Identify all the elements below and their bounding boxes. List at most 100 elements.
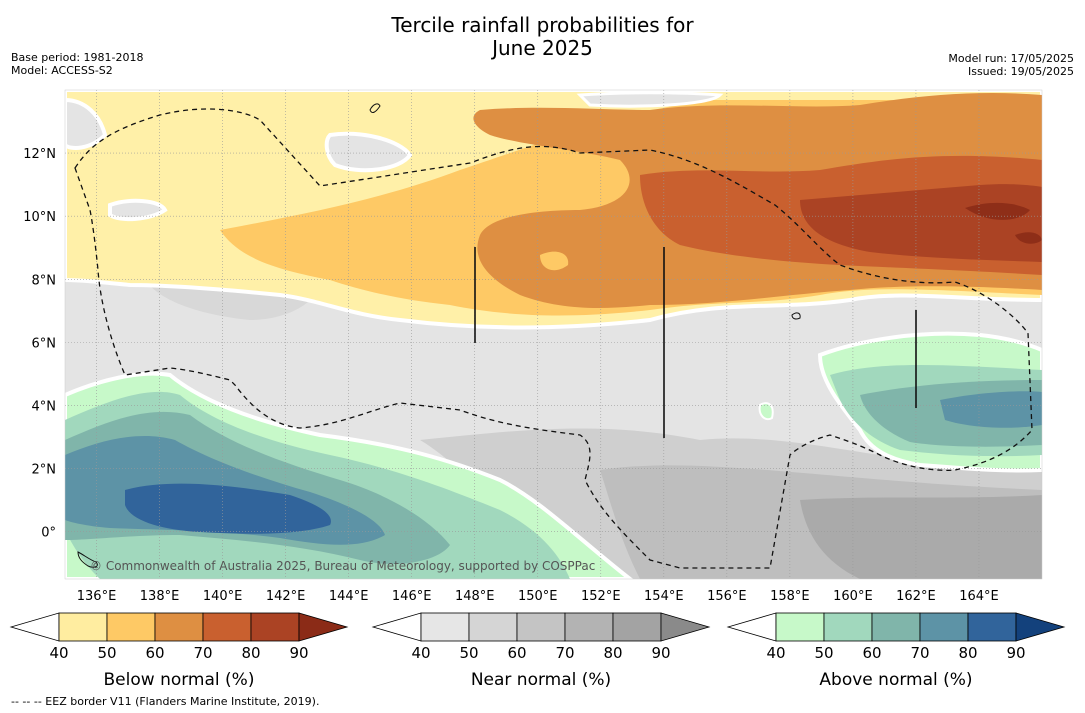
above-normal-patch-east bbox=[758, 402, 774, 421]
near-normal-patch-top bbox=[576, 91, 724, 108]
colorbar-1-segment-1 bbox=[468, 612, 518, 642]
near-normal-patch-n bbox=[324, 131, 413, 173]
base-period: Base period: 1981-2018 bbox=[11, 51, 144, 64]
latitude-labels: 12°N 10°N 8°N 6°N 4°N 2°N 0° bbox=[23, 147, 56, 541]
colorbar-0-high-extension bbox=[298, 612, 349, 642]
lat-label-1: 10°N bbox=[23, 210, 56, 225]
colorbar-1-segment-0 bbox=[420, 612, 470, 642]
issued-date: Issued: 19/05/2025 bbox=[967, 65, 1074, 78]
lon-label-6: 148°E bbox=[455, 589, 495, 604]
colorbar-1-low-extension bbox=[371, 612, 422, 642]
colorbar-1-tick-3: 70 bbox=[555, 644, 574, 662]
colorbar-0-segment-3 bbox=[202, 612, 252, 642]
lon-label-12: 160°E bbox=[833, 589, 873, 604]
colorbar-1-title: Near normal (%) bbox=[471, 670, 611, 690]
colorbar-2-segment-3 bbox=[919, 612, 969, 642]
colorbar-2-tick-0: 40 bbox=[766, 644, 785, 662]
lon-label-14: 164°E bbox=[959, 589, 999, 604]
colorbar-1-tick-2: 60 bbox=[507, 644, 526, 662]
island-southwest bbox=[77, 551, 98, 568]
lat-label-2: 8°N bbox=[32, 273, 57, 288]
lon-label-11: 158°E bbox=[770, 589, 810, 604]
island-north bbox=[369, 103, 381, 114]
below-normal-80 bbox=[800, 184, 1042, 262]
colorbar-2: 40 50 60 70 80 90 Above normal (%) bbox=[726, 612, 1066, 690]
colorbar-0-segment-2 bbox=[154, 612, 204, 642]
lat-label-3: 6°N bbox=[32, 336, 57, 351]
colorbar-2-high-extension bbox=[1015, 612, 1066, 642]
copyright-text: © Commonwealth of Australia 2025, Bureau… bbox=[90, 559, 595, 573]
colorbar-2-segment-1 bbox=[823, 612, 873, 642]
map-title: Tercile rainfall probabilities for June … bbox=[0, 14, 1085, 60]
colorbar-2-segment-0 bbox=[775, 612, 825, 642]
colorbar-0-tick-5: 90 bbox=[289, 644, 308, 662]
colorbar-2-tick-5: 90 bbox=[1006, 644, 1025, 662]
colorbar-0-tick-4: 80 bbox=[241, 644, 260, 662]
colorbar-0-tick-1: 50 bbox=[97, 644, 116, 662]
colorbar-0: 40 50 60 70 80 90 Below normal (%) bbox=[9, 612, 349, 690]
lon-label-10: 156°E bbox=[707, 589, 747, 604]
colorbar-0-title: Below normal (%) bbox=[104, 670, 255, 690]
colorbar-0-segment-4 bbox=[250, 612, 300, 642]
title-line-2: June 2025 bbox=[492, 36, 593, 60]
colorbars: 40 50 60 70 80 90 Below normal (%) 40 50 60 70 80 90… bbox=[9, 612, 1066, 690]
colorbar-0-segment-0 bbox=[58, 612, 108, 642]
near-normal-70 bbox=[800, 495, 1042, 579]
colorbar-2-segment-4 bbox=[967, 612, 1017, 642]
colorbar-1-tick-0: 40 bbox=[411, 644, 430, 662]
meta-left: Base period: 1981-2018 Model: ACCESS-S2 bbox=[11, 51, 143, 77]
lon-label-7: 150°E bbox=[518, 589, 558, 604]
colorbar-2-title: Above normal (%) bbox=[819, 670, 972, 690]
gridlines bbox=[65, 90, 1042, 579]
colorbar-2-tick-4: 80 bbox=[958, 644, 977, 662]
model-run: Model run: 17/05/2025 bbox=[948, 52, 1074, 65]
eez-footnote: -- -- -- EEZ border V11 (Flanders Marine… bbox=[11, 695, 320, 708]
meta-right: Model run: 17/05/2025 Issued: 19/05/2025 bbox=[948, 52, 1074, 78]
colorbar-2-segment-2 bbox=[871, 612, 921, 642]
lon-label-0: 136°E bbox=[77, 589, 117, 604]
colorbar-1-segment-4 bbox=[612, 612, 662, 642]
colorbar-1-tick-5: 90 bbox=[651, 644, 670, 662]
lon-label-5: 146°E bbox=[392, 589, 432, 604]
colorbar-2-tick-3: 70 bbox=[910, 644, 929, 662]
colorbar-0-segment-1 bbox=[106, 612, 156, 642]
near-normal-patch-nw bbox=[65, 97, 108, 150]
longitude-labels: 136°E 138°E 140°E 142°E 144°E 146°E 148°E 150°E… bbox=[77, 589, 999, 604]
model-name: Model: ACCESS-S2 bbox=[11, 64, 113, 77]
lat-label-0: 12°N bbox=[23, 147, 56, 162]
colorbar-0-tick-3: 70 bbox=[193, 644, 212, 662]
lat-label-4: 4°N bbox=[32, 399, 57, 414]
island-east bbox=[791, 312, 801, 320]
colorbar-1-segment-3 bbox=[564, 612, 614, 642]
lon-label-3: 142°E bbox=[266, 589, 306, 604]
lon-label-8: 152°E bbox=[581, 589, 621, 604]
below-normal-patch bbox=[540, 251, 569, 271]
colorbar-2-low-extension bbox=[726, 612, 777, 642]
below-normal-90-b bbox=[1015, 232, 1042, 244]
near-normal-patch-w bbox=[108, 198, 168, 222]
above-normal-70-east bbox=[940, 391, 1042, 428]
colorbar-0-low-extension bbox=[9, 612, 60, 642]
lon-label-1: 138°E bbox=[140, 589, 180, 604]
lat-label-6: 0° bbox=[41, 526, 56, 541]
colorbar-0-tick-0: 40 bbox=[49, 644, 68, 662]
colorbar-1-tick-4: 80 bbox=[603, 644, 622, 662]
colorbar-1-segment-2 bbox=[516, 612, 566, 642]
title-line-1: Tercile rainfall probabilities for bbox=[391, 13, 694, 37]
below-normal-90 bbox=[965, 202, 1030, 220]
lat-label-5: 2°N bbox=[32, 463, 57, 478]
colorbar-1-tick-1: 50 bbox=[459, 644, 478, 662]
map-frame bbox=[64, 89, 1043, 580]
map-plot-area: © Commonwealth of Australia 2025, Bureau… bbox=[65, 90, 1042, 579]
lon-label-9: 154°E bbox=[644, 589, 684, 604]
lon-label-2: 140°E bbox=[203, 589, 243, 604]
colorbar-0-tick-2: 60 bbox=[145, 644, 164, 662]
eez-border bbox=[74, 108, 1033, 569]
lon-label-4: 144°E bbox=[329, 589, 369, 604]
lon-label-13: 162°E bbox=[896, 589, 936, 604]
colorbar-1: 40 50 60 70 80 90 Near normal (%) bbox=[371, 612, 711, 690]
colorbar-2-tick-1: 50 bbox=[814, 644, 833, 662]
colorbar-2-tick-2: 60 bbox=[862, 644, 881, 662]
colorbar-1-high-extension bbox=[660, 612, 711, 642]
